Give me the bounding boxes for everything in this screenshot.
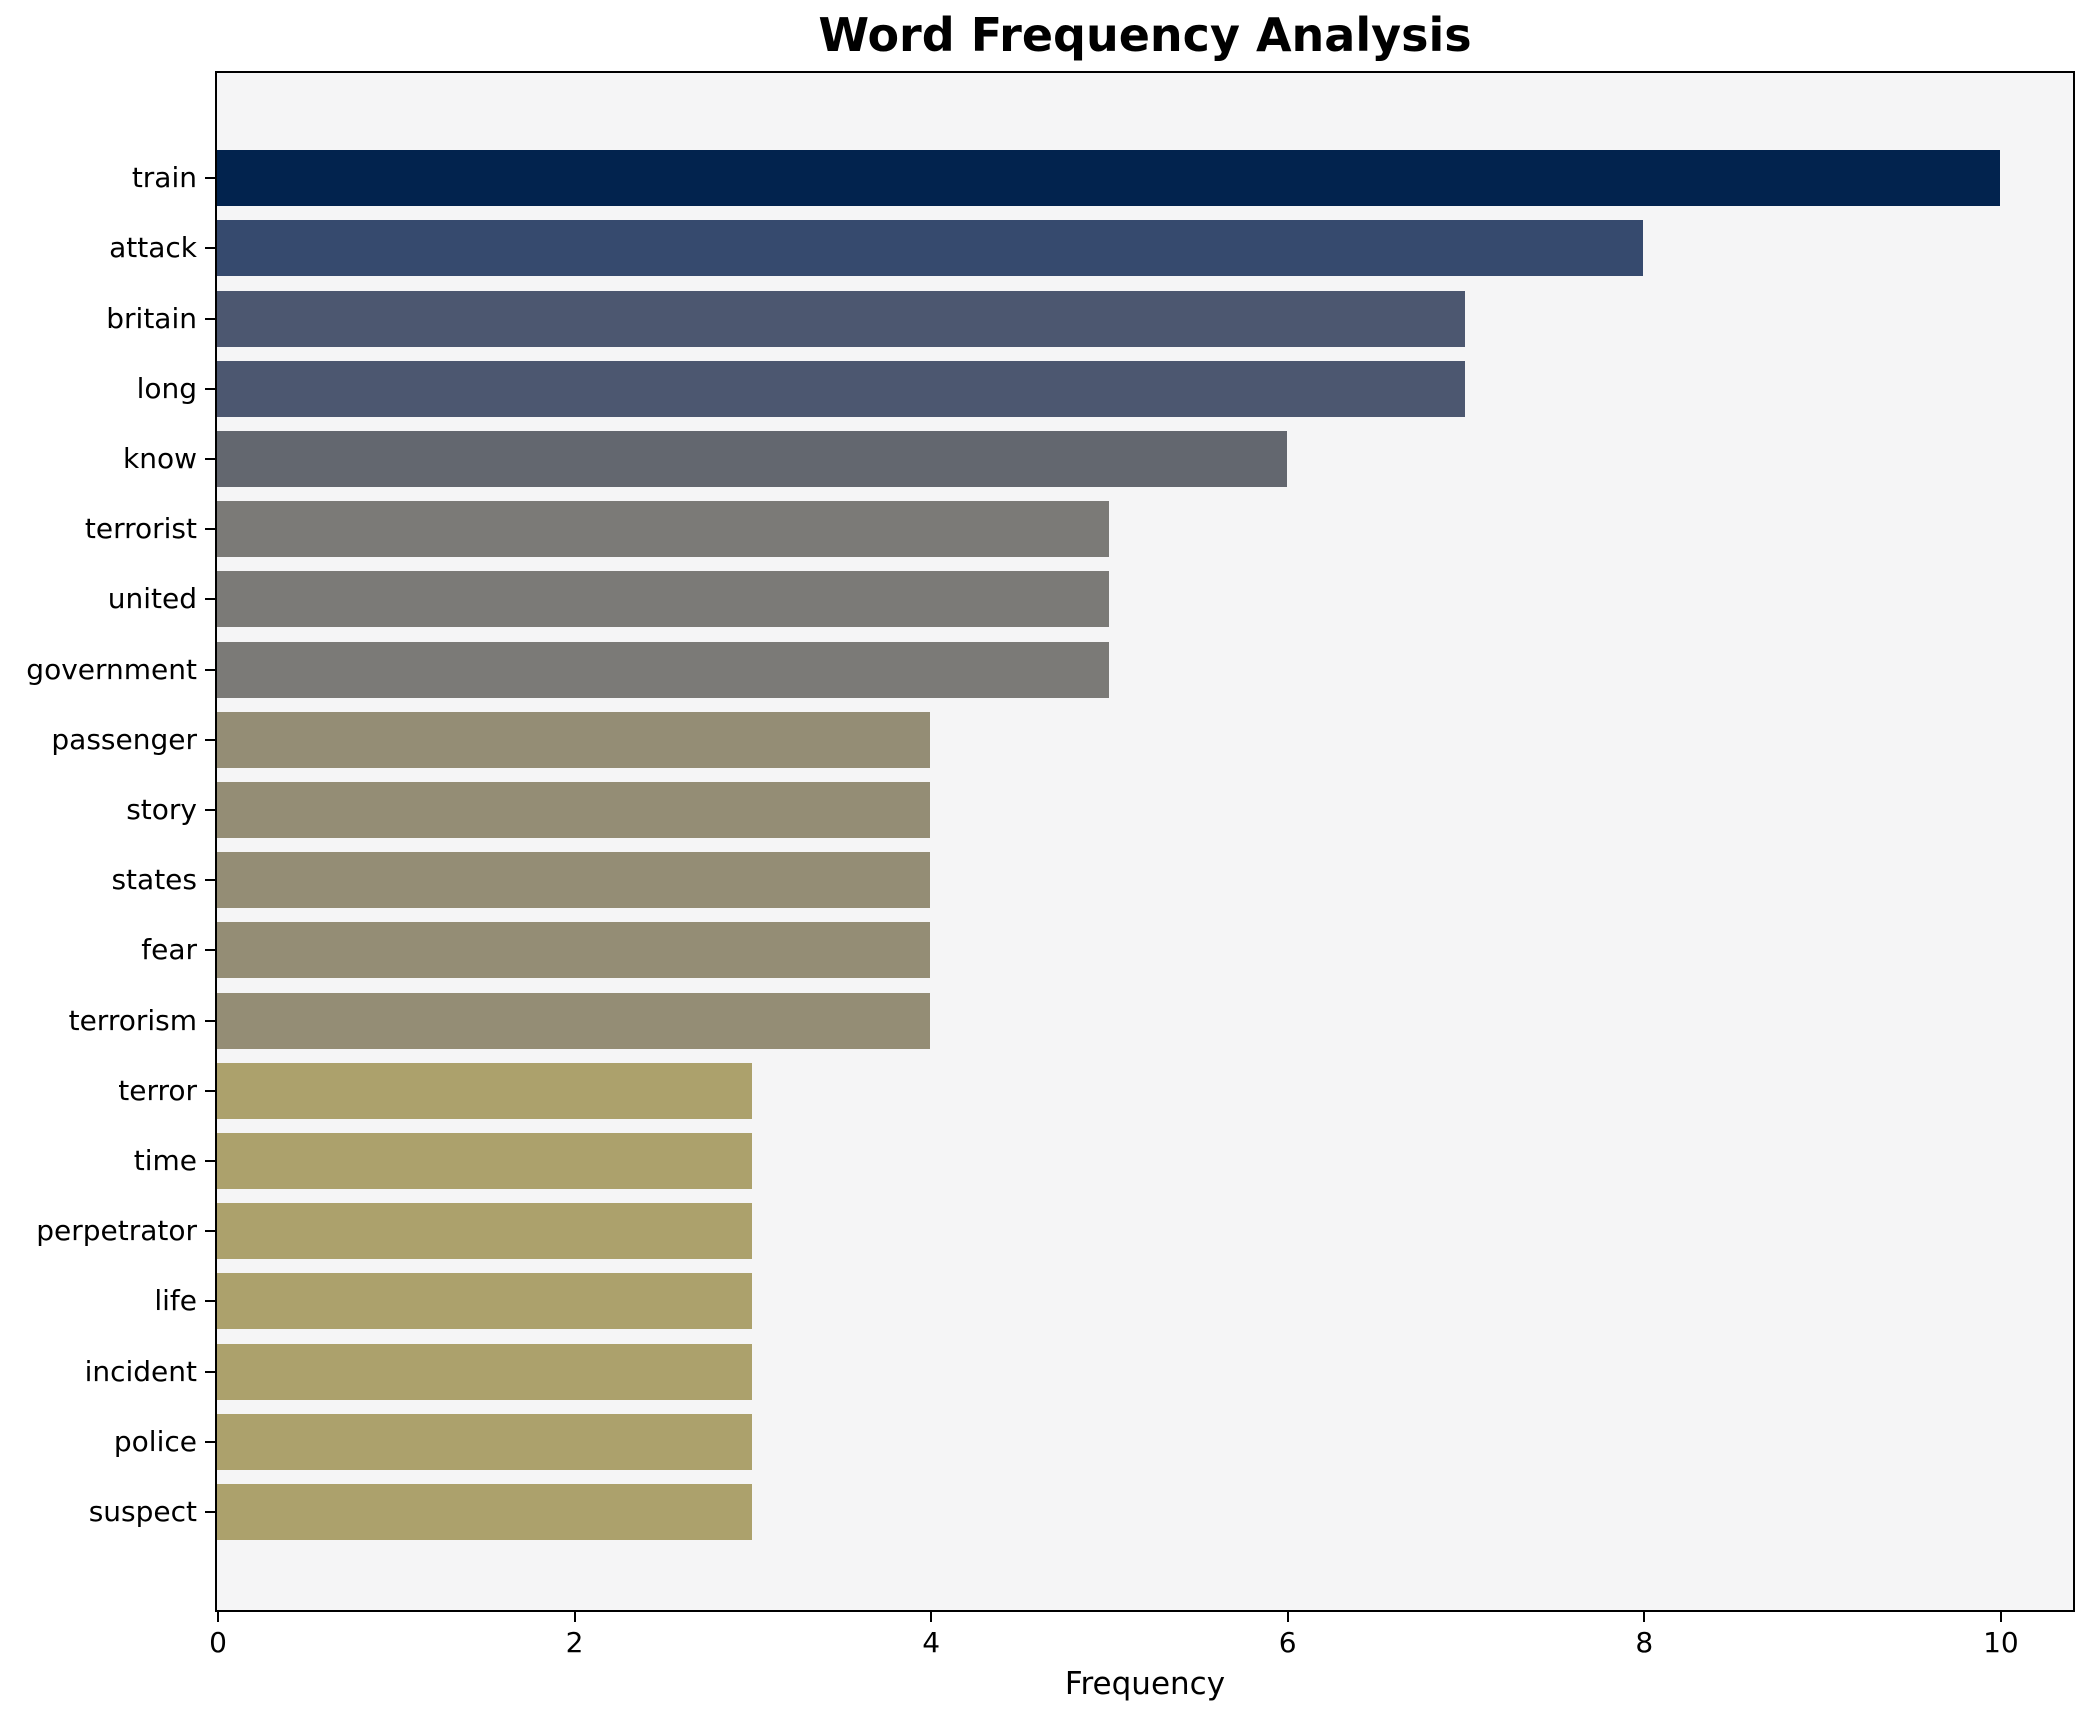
- ytick-mark-long: [205, 387, 215, 390]
- ytick-mark-terrorist: [205, 528, 215, 531]
- xtick-mark-6: [1286, 1612, 1289, 1622]
- ytick-label-incident: incident: [84, 1354, 197, 1388]
- bar-long: [217, 360, 1465, 417]
- ytick-label-fear: fear: [141, 933, 197, 967]
- ytick-mark-passenger: [205, 738, 215, 741]
- ytick-mark-perpetrator: [205, 1230, 215, 1233]
- xtick-mark-8: [1643, 1612, 1646, 1622]
- ytick-label-suspect: suspect: [88, 1494, 197, 1528]
- xtick-label-6: 6: [1278, 1626, 1297, 1659]
- bar-time: [217, 1132, 752, 1189]
- xtick-label-2: 2: [565, 1626, 584, 1659]
- ytick-mark-suspect: [205, 1510, 215, 1513]
- bar-know: [217, 430, 1287, 487]
- ytick-mark-government: [205, 668, 215, 671]
- bar-united: [217, 571, 1109, 628]
- ytick-mark-united: [205, 598, 215, 601]
- ytick-label-know: know: [123, 441, 197, 475]
- bar-life: [217, 1273, 752, 1330]
- ytick-label-states: states: [111, 863, 197, 897]
- ytick-mark-terror: [205, 1089, 215, 1092]
- xtick-label-10: 10: [1983, 1626, 2019, 1659]
- ytick-mark-incident: [205, 1370, 215, 1373]
- bar-perpetrator: [217, 1203, 752, 1260]
- ytick-mark-states: [205, 879, 215, 882]
- bar-fear: [217, 922, 931, 979]
- ytick-mark-story: [205, 808, 215, 811]
- ytick-label-government: government: [26, 652, 197, 686]
- xtick-mark-10: [1999, 1612, 2002, 1622]
- ytick-label-passenger: passenger: [51, 722, 197, 756]
- plot-area: [215, 71, 2075, 1612]
- xtick-label-0: 0: [209, 1626, 227, 1659]
- bar-terrorism: [217, 992, 931, 1049]
- ytick-mark-time: [205, 1159, 215, 1162]
- ytick-label-life: life: [154, 1284, 197, 1318]
- ytick-label-terrorist: terrorist: [84, 512, 197, 546]
- ytick-mark-attack: [205, 247, 215, 250]
- xtick-label-8: 8: [1635, 1626, 1654, 1659]
- ytick-mark-police: [205, 1440, 215, 1443]
- ytick-mark-terrorism: [205, 1019, 215, 1022]
- bar-train: [217, 150, 2000, 207]
- xtick-mark-4: [930, 1612, 933, 1622]
- ytick-label-story: story: [126, 792, 197, 826]
- ytick-label-police: police: [113, 1424, 197, 1458]
- bar-britain: [217, 290, 1465, 347]
- ytick-label-terror: terror: [118, 1073, 197, 1107]
- ytick-label-train: train: [131, 161, 197, 195]
- chart-title: Word Frequency Analysis: [818, 8, 1472, 62]
- ytick-label-united: united: [107, 582, 197, 616]
- bar-suspect: [217, 1483, 752, 1540]
- x-axis-title: Frequency: [1064, 1666, 1226, 1702]
- bar-passenger: [217, 711, 931, 768]
- ytick-label-britain: britain: [106, 301, 197, 335]
- ytick-label-perpetrator: perpetrator: [36, 1214, 197, 1248]
- xtick-label-4: 4: [922, 1626, 941, 1659]
- bar-incident: [217, 1343, 752, 1400]
- ytick-label-long: long: [136, 371, 197, 405]
- ytick-label-time: time: [133, 1143, 197, 1177]
- bar-terrorist: [217, 501, 1109, 558]
- ytick-mark-britain: [205, 317, 215, 320]
- bar-story: [217, 781, 931, 838]
- xtick-mark-2: [573, 1612, 576, 1622]
- bar-police: [217, 1413, 752, 1470]
- xtick-mark-0: [217, 1612, 219, 1622]
- ytick-label-terrorism: terrorism: [68, 1003, 197, 1037]
- ytick-mark-fear: [205, 949, 215, 952]
- bar-attack: [217, 220, 1644, 277]
- bar-government: [217, 641, 1109, 698]
- bar-terror: [217, 1062, 752, 1119]
- ytick-mark-train: [205, 177, 215, 180]
- ytick-mark-know: [205, 457, 215, 460]
- ytick-mark-life: [205, 1300, 215, 1303]
- bar-states: [217, 852, 931, 909]
- ytick-label-attack: attack: [109, 231, 197, 265]
